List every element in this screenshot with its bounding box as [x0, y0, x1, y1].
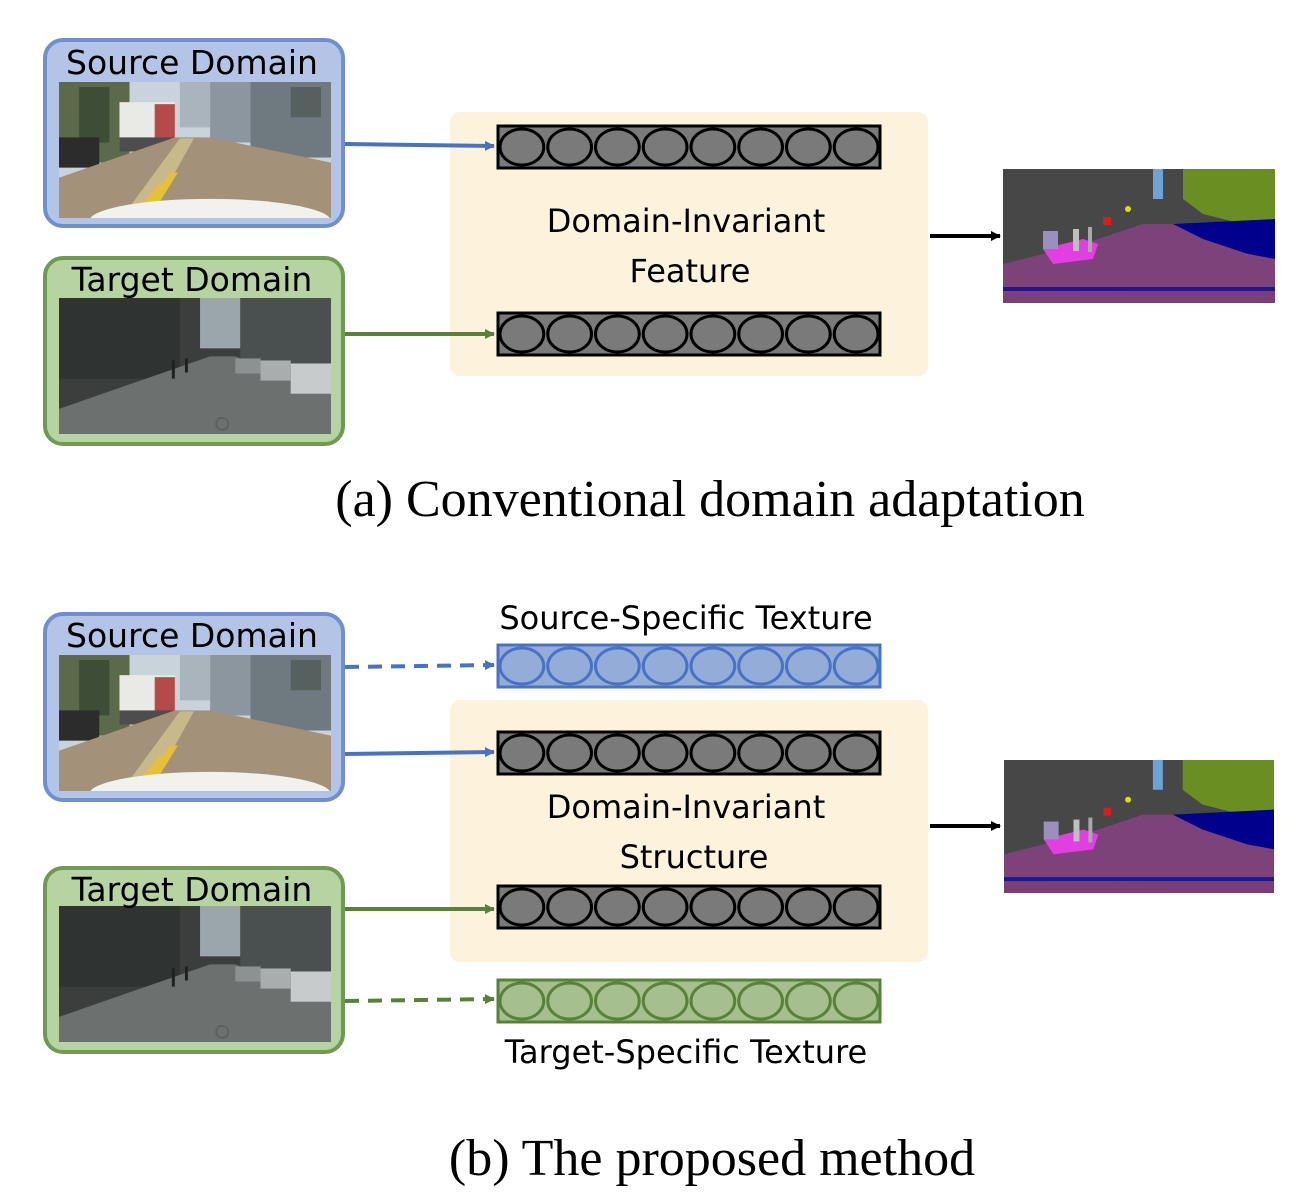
segmentation-output-a [1003, 169, 1275, 303]
target-domain-label-b: Target Domain [71, 870, 313, 909]
feature-unit [689, 314, 737, 354]
invariant-label-line2-b: Structure [620, 838, 769, 876]
feature-unit [641, 314, 689, 354]
feature-unit [689, 887, 737, 927]
segmentation-output-b [1004, 760, 1274, 893]
feature-unit [641, 127, 689, 167]
invariant-label-line1-a: Domain-Invariant [547, 202, 825, 240]
target-domain-label-a: Target Domain [71, 260, 313, 299]
feature-unit [689, 127, 737, 167]
feature-unit [641, 887, 689, 927]
domain-invariant-box-a [450, 112, 928, 376]
feature-bar-bottom-b [496, 884, 882, 930]
feature-unit [689, 981, 737, 1021]
feature-unit [832, 887, 880, 927]
target-texture-label: Target-Specific Texture [504, 1033, 867, 1071]
feature-unit [546, 981, 593, 1021]
source-domain-card-b: Source Domain [43, 612, 345, 802]
feature-unit [594, 646, 641, 686]
panel-b: Source Domain Target Domain Source-Speci… [43, 599, 1274, 1187]
feature-unit [737, 127, 784, 167]
target-image-b [59, 906, 331, 1042]
target-domain-card-b: Target Domain [43, 866, 345, 1054]
arrow-source-to-feature-a [344, 140, 495, 151]
feature-unit [689, 733, 737, 773]
feature-unit [594, 127, 641, 167]
feature-unit [737, 981, 784, 1021]
feature-unit [737, 733, 784, 773]
feature-unit [641, 646, 689, 686]
dashed-arrow-source-texture [344, 660, 495, 671]
source-domain-label-b: Source Domain [66, 616, 318, 655]
feature-unit [832, 646, 880, 686]
source-texture-label: Source-Specific Texture [499, 599, 872, 637]
feature-unit [498, 981, 546, 1021]
feature-unit [594, 314, 641, 354]
feature-unit [546, 887, 593, 927]
feature-unit [785, 127, 832, 167]
feature-unit [832, 127, 880, 167]
feature-unit [546, 733, 593, 773]
feature-unit [498, 314, 546, 354]
feature-unit [785, 733, 832, 773]
feature-bar-bottom-a [496, 311, 882, 357]
invariant-label-line1-b: Domain-Invariant [547, 788, 825, 826]
feature-unit [785, 981, 832, 1021]
feature-bar-top-a [496, 124, 882, 170]
dashed-arrow-target-texture [344, 994, 495, 1005]
feature-unit [832, 981, 880, 1021]
feature-unit [689, 646, 737, 686]
source-texture-bar [496, 643, 882, 689]
feature-bar-top-b [496, 730, 882, 776]
feature-unit [546, 646, 593, 686]
feature-unit [832, 314, 880, 354]
panel-a: Source Domain Target Domain Domain-Invar… [43, 38, 1275, 528]
source-domain-card-a: Source Domain [43, 38, 345, 228]
feature-unit [641, 733, 689, 773]
feature-unit [594, 887, 641, 927]
feature-unit [546, 314, 593, 354]
feature-unit [498, 733, 546, 773]
feature-unit [737, 646, 784, 686]
arrow-source-to-structure [344, 747, 495, 758]
target-image-a [59, 298, 331, 434]
feature-unit [498, 887, 546, 927]
invariant-label-line2-a: Feature [630, 252, 751, 290]
feature-unit [737, 887, 784, 927]
feature-unit [785, 887, 832, 927]
feature-unit [594, 733, 641, 773]
feature-unit [832, 733, 880, 773]
feature-unit [498, 646, 546, 686]
target-texture-bar [496, 978, 882, 1024]
feature-unit [737, 314, 784, 354]
caption-a: (a) Conventional domain adaptation [335, 471, 1084, 528]
caption-b: (b) The proposed method [449, 1130, 975, 1187]
source-domain-label-a: Source Domain [66, 43, 318, 82]
feature-unit [785, 646, 832, 686]
feature-unit [594, 981, 641, 1021]
feature-unit [785, 314, 832, 354]
target-domain-card-a: Target Domain [43, 256, 345, 446]
feature-unit [498, 127, 546, 167]
feature-unit [546, 127, 593, 167]
feature-unit [641, 981, 689, 1021]
